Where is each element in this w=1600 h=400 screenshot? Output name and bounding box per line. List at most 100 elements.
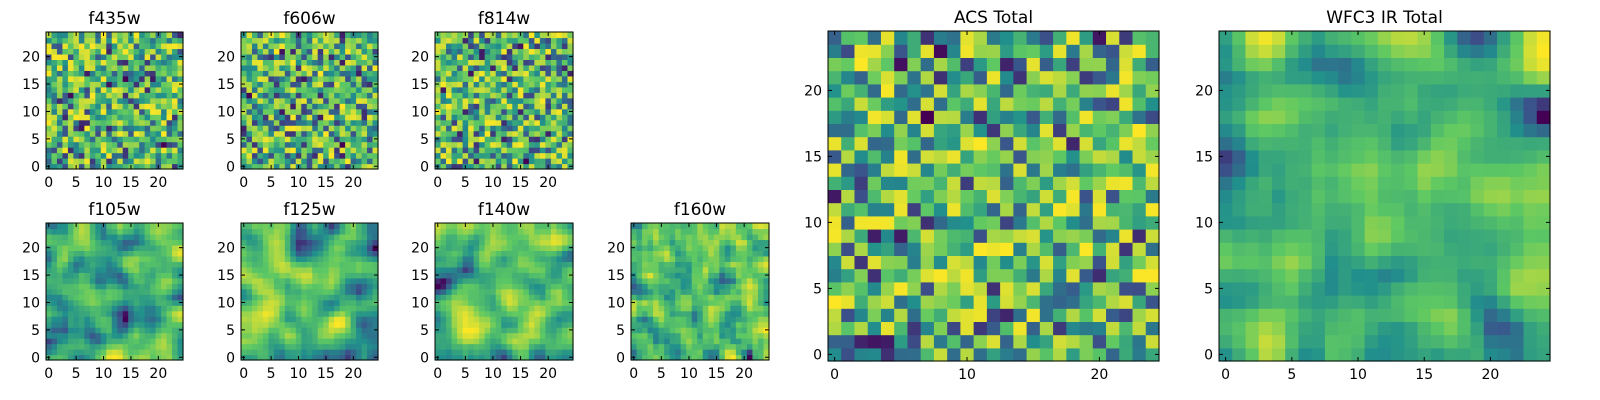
x-tick-label: 20: [539, 366, 557, 382]
heatmap-cell: [295, 125, 302, 132]
heatmap-cell: [251, 97, 259, 104]
heatmap-cell: [636, 332, 643, 339]
y-tick-label: 20: [22, 241, 40, 257]
heatmap-cell: [301, 283, 308, 290]
heatmap-cell: [356, 92, 363, 99]
heatmap-cell: [367, 244, 374, 251]
heatmap-cell: [741, 299, 748, 306]
heatmap-cell: [317, 70, 324, 77]
heatmap-cell: [1000, 295, 1014, 309]
heatmap-cell: [122, 37, 129, 44]
heatmap-cell: [1066, 215, 1081, 230]
heatmap-cell: [724, 250, 731, 257]
heatmap-cell: [150, 321, 157, 328]
heatmap-cell: [73, 277, 80, 284]
heatmap-cell: [473, 288, 480, 295]
heatmap-cell: [495, 233, 502, 241]
heatmap-cell: [457, 239, 464, 246]
heatmap-cell: [251, 53, 259, 60]
heatmap-cell: [161, 310, 168, 317]
heatmap-cell: [67, 272, 74, 279]
heatmap-cell: [653, 354, 660, 361]
heatmap-cell: [642, 349, 649, 356]
heatmap-cell: [479, 119, 486, 126]
heatmap-cell: [462, 141, 469, 148]
heatmap-cell: [306, 70, 313, 77]
heatmap-cell: [100, 299, 107, 306]
heatmap-cell: [746, 343, 754, 350]
heatmap-cell: [67, 321, 74, 328]
heatmap-cell: [567, 42, 574, 50]
heatmap-cell: [653, 244, 660, 251]
heatmap-cell: [295, 75, 302, 82]
heatmap-cell: [177, 288, 184, 295]
heatmap-cell: [73, 86, 80, 93]
heatmap-cell: [306, 64, 313, 71]
heatmap-cell: [323, 299, 330, 306]
heatmap-cell: [111, 255, 118, 262]
heatmap-cell: [100, 70, 107, 77]
heatmap-cell: [550, 255, 558, 262]
heatmap-cell: [686, 277, 693, 284]
heatmap-cell: [451, 119, 458, 126]
heatmap-cell: [741, 321, 748, 328]
heatmap-cell: [133, 266, 140, 273]
heatmap-cell: [246, 261, 253, 268]
heatmap-cell: [495, 81, 502, 88]
heatmap-cell: [631, 321, 638, 328]
heatmap-cell: [144, 48, 151, 55]
heatmap-cell: [312, 327, 319, 334]
heatmap-cell: [1000, 334, 1014, 349]
heatmap-cell: [46, 70, 53, 77]
heatmap-cell: [550, 75, 558, 82]
heatmap-cell: [451, 125, 458, 132]
heatmap-cell: [534, 70, 541, 77]
heatmap-cell: [1013, 242, 1028, 256]
heatmap-cell: [719, 305, 726, 312]
heatmap-cell: [144, 37, 151, 44]
heatmap-cell: [517, 233, 524, 241]
heatmap-cell: [106, 53, 113, 60]
heatmap-cell: [306, 136, 313, 143]
heatmap-cell: [495, 108, 502, 115]
heatmap-cell: [122, 119, 129, 126]
heatmap-cell: [78, 266, 85, 273]
heatmap-cell: [51, 108, 58, 115]
heatmap-cell: [462, 261, 469, 268]
heatmap-cell: [556, 310, 563, 317]
heatmap-cell: [334, 70, 341, 77]
heatmap-cell: [290, 261, 297, 268]
heatmap-cell: [440, 141, 447, 148]
heatmap-cell: [691, 327, 698, 334]
heatmap-cell: [539, 250, 546, 257]
heatmap-cell: [561, 141, 569, 148]
heatmap-cell: [95, 288, 102, 295]
heatmap-cell: [495, 354, 502, 361]
heatmap-cell: [328, 53, 335, 60]
heatmap-cell: [361, 119, 368, 126]
heatmap-cell: [986, 281, 1001, 296]
heatmap-cell: [367, 305, 374, 312]
heatmap-cell: [490, 119, 497, 126]
x-tick-label: 10: [290, 175, 308, 191]
heatmap-cell: [241, 233, 248, 241]
y-tick-label: 20: [411, 50, 429, 66]
heatmap-cell: [746, 233, 754, 241]
heatmap-cell: [84, 59, 91, 66]
heatmap-cell: [1092, 255, 1107, 270]
heatmap-cell: [350, 343, 357, 350]
heatmap-cell: [561, 92, 569, 99]
heatmap-cell: [155, 338, 162, 345]
heatmap-cell: [306, 37, 313, 44]
heatmap-cell: [139, 310, 146, 317]
heatmap-cell: [251, 141, 259, 148]
heatmap-cell: [828, 281, 842, 296]
heatmap-cell: [367, 277, 374, 284]
heatmap-cell: [345, 119, 352, 126]
heatmap-cell: [95, 223, 102, 230]
heatmap-cell: [84, 223, 91, 230]
heatmap-cell: [100, 92, 107, 99]
heatmap-cell: [528, 86, 535, 93]
heatmap-cell: [828, 189, 842, 204]
